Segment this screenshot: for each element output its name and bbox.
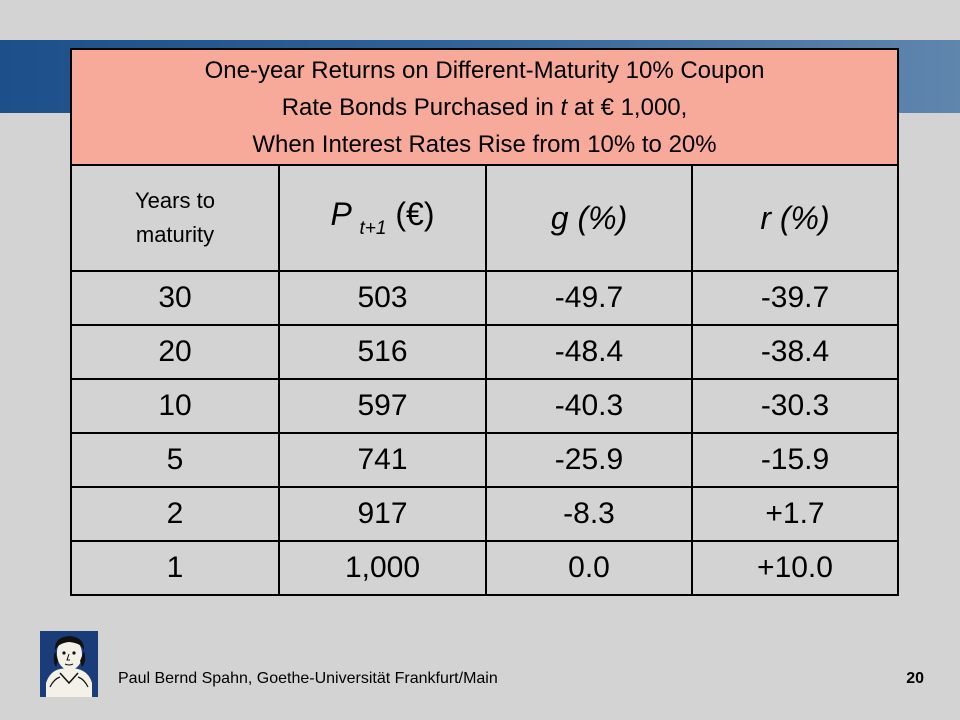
cell-years: 2 (70, 486, 280, 542)
university-logo (40, 631, 98, 697)
header-row: Years to maturity P t+1 (€) g (%) r (%) (70, 164, 900, 272)
header-g: g (%) (485, 164, 693, 272)
cell-g: -8.3 (485, 486, 693, 542)
title-line-2: Rate Bonds Purchased in t at € 1,000, (72, 89, 897, 126)
cell-r: -30.3 (690, 378, 900, 434)
header-years-line-1: Years to (135, 188, 215, 213)
cell-years: 30 (70, 270, 280, 326)
cell-years: 5 (70, 432, 280, 488)
table-row: 30 503 -49.7 -39.7 (70, 270, 900, 326)
returns-table: One-year Returns on Different-Maturity 1… (69, 48, 900, 596)
cell-price: 597 (278, 378, 487, 434)
header-price: P t+1 (€) (278, 164, 487, 272)
cell-r: -15.9 (690, 432, 900, 488)
header-price-subscript: t+1 (359, 218, 387, 239)
cell-price: 917 (278, 486, 487, 542)
cell-g: 0.0 (485, 540, 693, 596)
title-line-2-var: t (560, 93, 568, 121)
table-title: One-year Returns on Different-Maturity 1… (69, 48, 900, 166)
cell-price: 1,000 (278, 540, 487, 596)
cell-g: -49.7 (485, 270, 693, 326)
cell-r: +1.7 (690, 486, 900, 542)
cell-price: 503 (278, 270, 487, 326)
cell-price: 516 (278, 324, 487, 380)
table-row: 1 1,000 0.0 +10.0 (70, 540, 900, 596)
cell-g: -40.3 (485, 378, 693, 434)
table-row: 5 741 -25.9 -15.9 (70, 432, 900, 488)
table-row: 20 516 -48.4 -38.4 (70, 324, 900, 380)
title-line-2-pre: Rate Bonds Purchased in (281, 93, 561, 121)
page-number: 20 (906, 670, 924, 687)
title-line-2-post: at € 1,000, (567, 93, 688, 121)
cell-g: -25.9 (485, 432, 693, 488)
table-row: 2 917 -8.3 +1.7 (70, 486, 900, 542)
cell-g: -48.4 (485, 324, 693, 380)
cell-years: 1 (70, 540, 280, 596)
cell-price: 741 (278, 432, 487, 488)
header-years-line-2: maturity (135, 222, 215, 247)
header-r: r (%) (690, 164, 900, 272)
header-price-unit: (€) (386, 196, 435, 232)
cell-r: +10.0 (690, 540, 900, 596)
title-line-1: One-year Returns on Different-Maturity 1… (204, 56, 765, 84)
footer-author: Paul Bernd Spahn, Goethe-Universität Fra… (118, 670, 498, 687)
header-years-to-maturity: Years to maturity (70, 164, 280, 272)
cell-r: -39.7 (690, 270, 900, 326)
portrait-icon (40, 631, 98, 697)
cell-r: -38.4 (690, 324, 900, 380)
table-row: 10 597 -40.3 -30.3 (70, 378, 900, 434)
header-price-main: P (330, 196, 351, 232)
title-line-3: When Interest Rates Rise from 10% to 20% (252, 130, 717, 158)
cell-years: 20 (70, 324, 280, 380)
cell-years: 10 (70, 378, 280, 434)
